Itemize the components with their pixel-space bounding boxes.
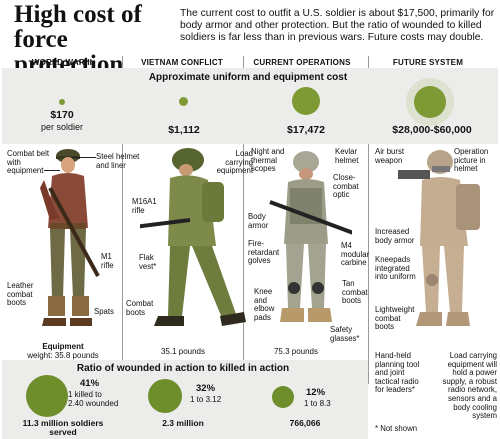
- label-combat-belt: Combat belt with equipment: [7, 149, 50, 176]
- label-fire-retardant: Fire-retardant golves: [248, 239, 280, 266]
- weight-current: 75.3 pounds: [273, 347, 319, 356]
- label-spats: Spats: [94, 307, 114, 316]
- ratio-circle-current: [272, 386, 294, 408]
- label-close-combat-optic: Close-combat optic: [333, 173, 359, 200]
- label-combat-boots-vietnam: Combat boots: [126, 299, 154, 317]
- label-air-burst: Air burst weapon: [375, 147, 405, 165]
- footnote: * Not shown: [375, 424, 418, 433]
- ratio-count-ww2: 11.3 million soldiers served: [22, 418, 104, 437]
- label-increased-armor: Increased body armor: [375, 227, 415, 245]
- cost-value-future: $28,000-$60,000: [392, 124, 472, 136]
- column-header-vietnam: VIETNAM CONFLICT: [141, 58, 223, 67]
- soldier-ww2-icon: [40, 149, 100, 326]
- label-m1-rifle: M1 rifle: [101, 252, 114, 270]
- column-divider: [368, 56, 369, 384]
- label-kevlar-helmet: Kevlar helmet: [335, 147, 359, 165]
- label-m16a1: M16A1 rifle: [132, 197, 157, 215]
- soldier-vietnam-icon: [140, 148, 246, 326]
- column-header-future: FUTURE SYSTEM: [392, 58, 464, 67]
- label-lightweight-boots: Lightweight combat boots: [375, 305, 415, 332]
- weight-label-ww2: Equipment: [42, 342, 84, 351]
- cost-value-vietnam: $1,112: [168, 124, 200, 136]
- label-safety-glasses: Safety glasses*: [330, 325, 360, 343]
- ratio-pct-vietnam: 32%: [196, 383, 216, 394]
- label-operation-picture: Operation picture in helmet: [454, 147, 489, 174]
- label-m4-carbine: M4 modular carbine: [341, 241, 370, 268]
- ratio-circle-ww2: [26, 375, 68, 417]
- label-body-armor: Body armor: [248, 212, 269, 230]
- cost-value-ww2: $170: [50, 109, 74, 121]
- label-load-carrying-vietnam: Load carrying equipment: [216, 149, 253, 176]
- cost-section-title: Approximate uniform and equipment cost: [148, 72, 348, 83]
- column-divider: [243, 56, 244, 384]
- ratio-circle-vietnam: [148, 379, 182, 413]
- ratio-line1-ww2: 1 killed to: [68, 390, 102, 399]
- ratio-pct-ww2: 41%: [80, 378, 100, 389]
- column-header-ww2: WORLD WAR II: [31, 58, 93, 67]
- ratio-count-current: 766,066: [289, 418, 321, 428]
- ratio-section-title: Ratio of wounded in action to killed in …: [76, 363, 290, 374]
- cost-circle-vietnam: [179, 97, 188, 106]
- label-leather-boots: Leather combat boots: [7, 281, 34, 308]
- weight-ww2: weight: 35.8 pounds: [27, 351, 99, 360]
- ratio-count-vietnam: 2.3 million: [162, 418, 204, 428]
- label-flak-vest: Flak vest*: [139, 253, 157, 271]
- label-handheld: Hand-held planning tool and joint tactic…: [375, 351, 420, 395]
- leader-line: [44, 170, 60, 171]
- ratio-line1-vietnam: 1 to 3.12: [190, 395, 222, 404]
- column-header-current: CURRENT OPERATIONS: [253, 58, 351, 67]
- soldier-future-icon: [398, 150, 480, 326]
- label-tan-boots: Tan combat boots: [342, 279, 368, 306]
- label-night-scopes: Night and thermal scopes: [251, 147, 285, 174]
- cost-sub-ww2: per soldier: [40, 122, 84, 132]
- ratio-line1-current: 1 to 8.3: [304, 399, 331, 408]
- label-steel-helmet: Steel helmet and liner: [96, 152, 140, 170]
- cost-circle-current: [292, 87, 320, 115]
- intro-text: The current cost to outfit a U.S. soldie…: [180, 8, 495, 43]
- cost-circle-future: [414, 86, 446, 118]
- label-kneepads: Kneepads integrated into uniform: [375, 255, 416, 282]
- column-divider: [122, 56, 123, 384]
- cost-value-current: $17,472: [287, 124, 325, 136]
- ratio-pct-current: 12%: [306, 387, 326, 398]
- weight-vietnam: 35.1 pounds: [160, 347, 206, 356]
- soldier-current-icon: [269, 151, 352, 322]
- leader-line: [72, 157, 96, 158]
- cost-circle-ww2: [59, 99, 65, 105]
- label-load-carrying-future: Load carrying equipment will hold a powe…: [442, 351, 497, 421]
- ratio-line2-ww2: 2.40 wounded: [68, 399, 119, 408]
- label-knee-elbow: Knee and elbow pads: [254, 287, 275, 322]
